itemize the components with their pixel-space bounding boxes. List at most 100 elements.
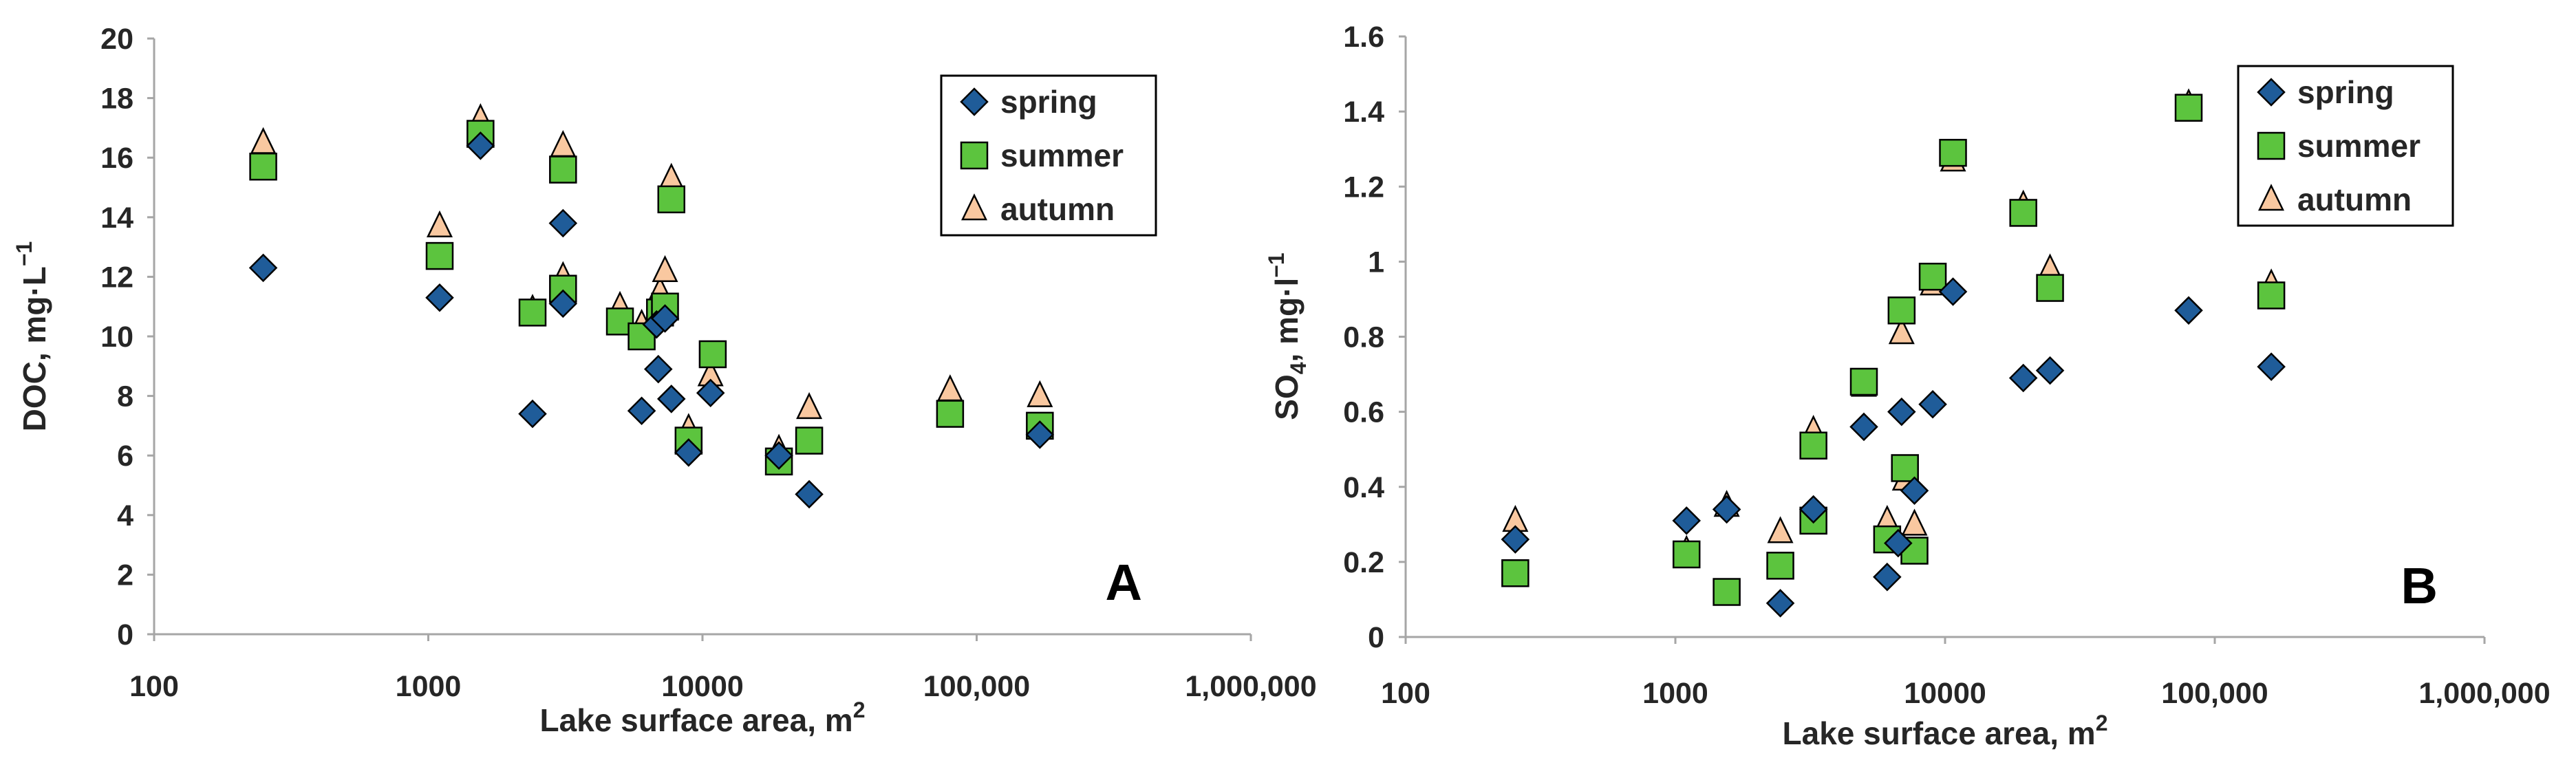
- summer-data-point: [249, 152, 277, 181]
- legend-spring-marker: [960, 87, 989, 116]
- panel-label: B: [2401, 557, 2438, 614]
- summer-data-point: [1672, 540, 1701, 569]
- y-tick-label: 20: [100, 23, 133, 56]
- x-tick-label: 100: [1381, 677, 1430, 710]
- spring-data-point: [1938, 277, 1968, 306]
- spring-data-point: [1900, 476, 1929, 505]
- y-axis-title: DOC, mg·L−1: [12, 241, 52, 432]
- summer-data-point: [1799, 431, 1827, 460]
- summer-data-point: [1891, 454, 1919, 482]
- data-points: [1501, 88, 2286, 618]
- legend-autumn-marker: [2258, 184, 2284, 211]
- x-axis-title: Lake surface area, m2: [540, 698, 866, 738]
- y-tick-label: 0: [1368, 621, 1384, 654]
- summer-data-point: [549, 155, 577, 184]
- x-tick-label: 1000: [396, 670, 462, 703]
- y-tick-label: 18: [100, 83, 133, 116]
- x-tick-label: 1000: [1642, 677, 1708, 710]
- spring-data-point: [2257, 352, 2286, 381]
- y-axis-title-subscript: 4: [1286, 362, 1311, 374]
- x-axis-title-text: Lake surface area, m: [540, 702, 853, 738]
- spring-data-point: [518, 399, 547, 429]
- legend-spring-label: spring: [1000, 84, 1097, 120]
- spring-data-point: [1887, 397, 1916, 426]
- y-tick-label: 1.2: [1343, 171, 1384, 204]
- spring-data-point: [1799, 495, 1828, 524]
- autumn-data-point: [652, 255, 678, 282]
- spring-data-point: [1918, 389, 1947, 419]
- summer-data-point: [2174, 94, 2203, 122]
- y-tick-label: 4: [117, 499, 133, 532]
- summer-data-point: [1501, 559, 1530, 587]
- legend-summer-marker: [2257, 131, 2286, 160]
- spring-data-point: [795, 479, 824, 509]
- summer-data-point: [657, 185, 686, 214]
- summer-data-point: [1849, 367, 1878, 396]
- y-tick-label: 0.8: [1343, 321, 1384, 354]
- spring-data-point: [425, 283, 454, 312]
- chart-panel-b: 0 0.2 0.4 0.6 0.8 1 1.2 1.4 1.6 100 1000 10000 100,…: [1264, 21, 2551, 751]
- x-tick-label: 100: [129, 670, 179, 703]
- x-tick-label: 100,000: [2161, 677, 2268, 710]
- spring-data-point: [627, 396, 656, 426]
- y-tick-labels: 0 0.2 0.4 0.6 0.8 1 1.2 1.4 1.6: [1343, 21, 1406, 654]
- y-axis-title-text: DOC, mg·L: [17, 266, 52, 431]
- y-tick-label: 2: [117, 559, 133, 592]
- y-tick-label: 0: [117, 618, 133, 651]
- spring-data-point: [764, 441, 793, 470]
- autumn-data-point: [250, 127, 277, 154]
- x-tick-labels: 100 1000 10000 100,000 1,000,000: [1381, 637, 2551, 710]
- data-points: [248, 103, 1055, 509]
- spring-data-point: [656, 385, 686, 413]
- summer-data-point: [1766, 552, 1794, 580]
- y-tick-label: 1.4: [1343, 96, 1384, 129]
- x-axis-title: Lake surface area, m2: [1783, 711, 2108, 751]
- spring-data-point: [1712, 495, 1741, 524]
- x-tick-label: 1,000,000: [2418, 677, 2550, 710]
- legend-autumn-label: autumn: [2297, 182, 2412, 217]
- y-axis-title: SO4, mg·l−1: [1264, 252, 1311, 420]
- spring-data-point: [1873, 562, 1902, 592]
- autumn-data-point: [1767, 516, 1794, 543]
- spring-data-point: [674, 438, 703, 467]
- y-tick-label: 16: [100, 142, 133, 175]
- legend: spring summer autumn: [2237, 65, 2454, 227]
- spring-data-point: [248, 253, 278, 283]
- x-axis-title-text: Lake surface area, m: [1783, 715, 2096, 751]
- summer-data-point: [1887, 296, 1916, 325]
- summer-data-point: [518, 299, 547, 327]
- summer-data-point: [1918, 262, 1947, 291]
- y-tick-label: 6: [117, 440, 133, 473]
- spring-data-point: [644, 354, 673, 384]
- autumn-data-point: [1027, 380, 1053, 407]
- spring-data-point: [548, 289, 578, 318]
- y-tick-label: 14: [100, 202, 133, 235]
- summer-data-point: [698, 340, 727, 369]
- spring-data-point: [2174, 296, 2203, 325]
- y-tick-label: 8: [117, 380, 133, 413]
- summer-data-point: [425, 241, 454, 270]
- summer-data-point: [936, 400, 965, 428]
- legend-spring-marker: [2257, 78, 2286, 107]
- autumn-data-point: [426, 210, 453, 238]
- y-axis-title-main: SO: [1269, 374, 1305, 420]
- spring-data-point: [1765, 589, 1795, 618]
- legend-spring-label: spring: [2297, 74, 2394, 110]
- autumn-data-point: [550, 130, 577, 158]
- legend-entries: spring summer autumn: [2257, 74, 2421, 217]
- spring-data-point: [1501, 525, 1530, 554]
- spring-data-point: [1849, 412, 1878, 442]
- spring-data-point: [650, 304, 680, 333]
- spring-data-point: [696, 378, 725, 408]
- autumn-data-point: [658, 162, 685, 190]
- legend-summer-label: summer: [1000, 138, 1124, 173]
- summer-data-point: [1939, 138, 1967, 167]
- spring-data-point: [1884, 528, 1913, 558]
- y-tick-label: 1: [1368, 246, 1384, 279]
- legend-entries: spring summer autumn: [960, 84, 1124, 227]
- y-tick-label: 1.6: [1343, 21, 1384, 54]
- x-axis-title-superscript: 2: [2096, 711, 2108, 735]
- spring-data-point: [466, 131, 495, 160]
- summer-data-point: [2257, 281, 2286, 310]
- x-axis-title-superscript: 2: [853, 698, 866, 722]
